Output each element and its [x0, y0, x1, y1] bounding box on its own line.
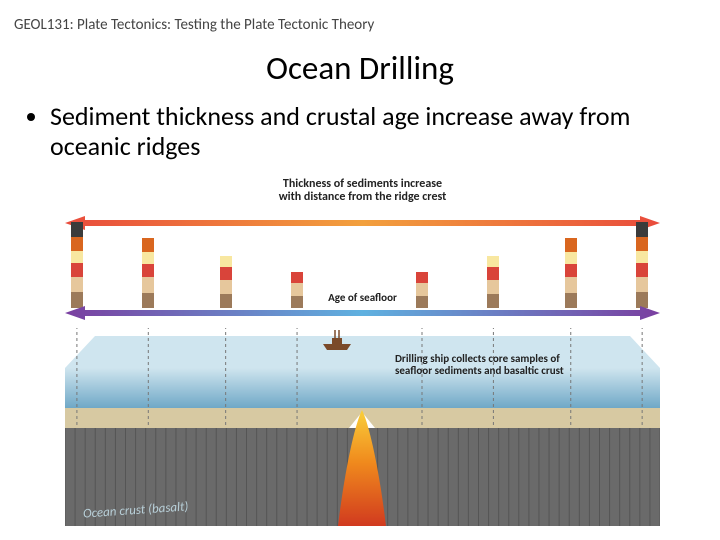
course-header: GEOL131: Plate Tectonics: Testing the Pl… — [14, 16, 374, 34]
caption-line-2: with distance from the ridge crest — [279, 190, 447, 204]
figure-caption-top: Thickness of sediments increase with dis… — [65, 178, 660, 204]
age-label: Age of seafloor — [65, 291, 660, 304]
bullet-item: Sediment thickness and crustal age incre… — [50, 102, 690, 162]
age-arrow — [65, 306, 660, 320]
drill-ship-label: Drilling ship collects core samples of s… — [395, 353, 595, 377]
caption-line-1: Thickness of sediments increase — [283, 177, 442, 191]
figure: Thickness of sediments increase with dis… — [65, 178, 660, 526]
page-title: Ocean Drilling — [0, 48, 720, 88]
drill-label-line-2: seafloor sediments and basaltic crust — [395, 364, 564, 377]
bullet-block: Sediment thickness and crustal age incre… — [26, 102, 690, 162]
drill-label-line-1: Drilling ship collects core samples of — [395, 352, 560, 365]
